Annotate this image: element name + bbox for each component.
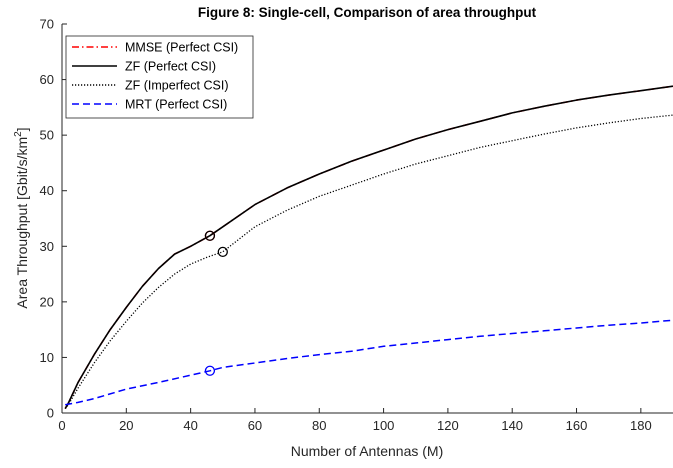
y-ticks: 0 10 20 30 40 50 60 70 (40, 17, 67, 421)
legend-label-0: MMSE (Perfect CSI) (125, 41, 238, 55)
series-lines (64, 85, 673, 410)
x-tick-label: 20 (119, 418, 133, 433)
y-tick-label: 20 (40, 294, 54, 309)
x-tick-label: 180 (630, 418, 652, 433)
series-marker-3 (204, 365, 216, 376)
series-markers (204, 230, 228, 376)
chart-title: Figure 8: Single-cell, Comparison of are… (198, 5, 537, 20)
series-line-2 (64, 114, 673, 410)
y-tick-label: 60 (40, 72, 54, 87)
y-tick-label: 30 (40, 239, 54, 254)
x-axis-label: Number of Antennas (M) (291, 443, 444, 459)
series-marker-1 (204, 230, 216, 241)
legend-label-3: MRT (Perfect CSI) (125, 98, 227, 112)
legend-label-2: ZF (Imperfect CSI) (125, 79, 228, 93)
y-tick-label: 10 (40, 350, 54, 365)
legend-label-1: ZF (Perfect CSI) (125, 60, 216, 74)
y-tick-label: 50 (40, 128, 54, 143)
series-line-1 (64, 85, 673, 409)
x-tick-label: 0 (58, 418, 65, 433)
y-tick-label: 40 (40, 183, 54, 198)
x-ticks: 0 20 40 60 80 100 120 140 160 180 (58, 408, 652, 433)
x-tick-label: 120 (437, 418, 459, 433)
series-line-3 (65, 319, 673, 406)
x-tick-label: 60 (248, 418, 262, 433)
y-axis-label-sup: 2 (13, 131, 24, 137)
y-axis-label: Area Throughput [Gbit/s/km2] (13, 127, 30, 308)
x-tick-label: 40 (183, 418, 197, 433)
legend: MMSE (Perfect CSI) ZF (Perfect CSI) ZF (Im… (65, 35, 254, 119)
x-tick-label: 140 (501, 418, 523, 433)
x-tick-label: 160 (566, 418, 588, 433)
x-tick-label: 80 (312, 418, 326, 433)
y-axis-label-end: ] (14, 127, 30, 131)
y-tick-label: 0 (47, 406, 54, 421)
y-tick-label: 70 (40, 17, 54, 32)
x-tick-label: 100 (373, 418, 395, 433)
series-marker-2 (217, 246, 228, 257)
